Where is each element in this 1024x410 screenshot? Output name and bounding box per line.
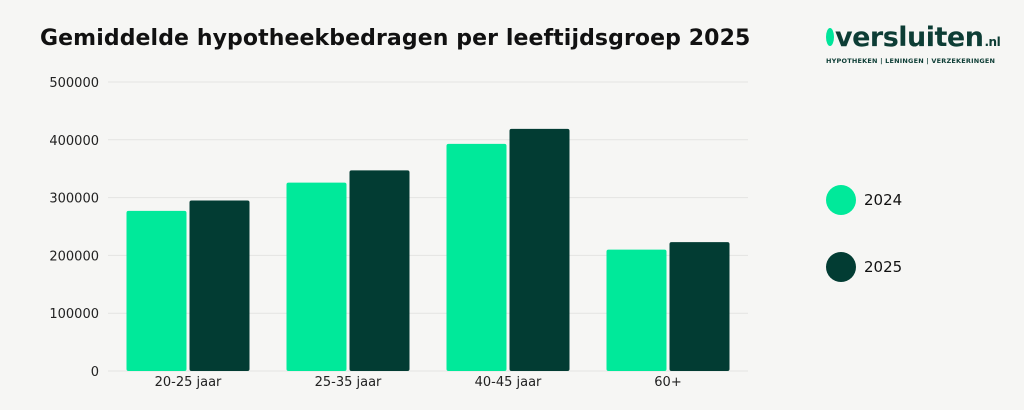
logo-wordmark: versluiten .nl — [826, 22, 1001, 56]
bar-2024-20-25-jaar — [126, 210, 187, 371]
y-tick-label: 300000 — [49, 192, 99, 207]
logo-ring-icon — [826, 28, 834, 46]
brand-logo[interactable]: versluiten .nl HYPOTHEKEN | LENINGEN | V… — [826, 22, 1001, 65]
y-tick-label: 200000 — [49, 249, 99, 264]
bar-2025-40-45-jaar — [509, 128, 570, 371]
bar-2025-60- — [669, 242, 730, 371]
y-tick-label: 500000 — [49, 76, 99, 91]
x-tick-label: 25-35 jaar — [315, 375, 382, 390]
legend-item-2024: 2024 — [826, 185, 902, 215]
y-tick-label: 400000 — [49, 134, 99, 149]
x-tick-label: 40-45 jaar — [475, 375, 542, 390]
bar-2025-20-25-jaar — [189, 200, 250, 371]
legend-label-2024: 2024 — [864, 191, 903, 209]
bar-2024-40-45-jaar — [446, 143, 507, 371]
logo-suffix: .nl — [984, 35, 1001, 49]
logo-tagline: HYPOTHEKEN | LENINGEN | VERZEKERINGEN — [826, 57, 996, 65]
legend-swatch-2025 — [826, 252, 856, 282]
x-tick-label: 20-25 jaar — [155, 375, 222, 390]
bar-2024-60- — [606, 249, 667, 371]
legend-label-2025: 2025 — [864, 258, 903, 276]
y-tick-label: 100000 — [49, 307, 99, 322]
x-tick-label: 60+ — [654, 375, 681, 390]
legend-swatch-2024 — [826, 185, 856, 215]
bar-2025-25-35-jaar — [349, 170, 410, 371]
y-tick-label: 0 — [91, 365, 99, 380]
chart-title: Gemiddelde hypotheekbedragen per leeftij… — [40, 26, 751, 51]
bar-2024-25-35-jaar — [286, 182, 347, 371]
legend-item-2025: 2025 — [826, 252, 902, 282]
logo-word-text: versluiten — [835, 22, 984, 53]
